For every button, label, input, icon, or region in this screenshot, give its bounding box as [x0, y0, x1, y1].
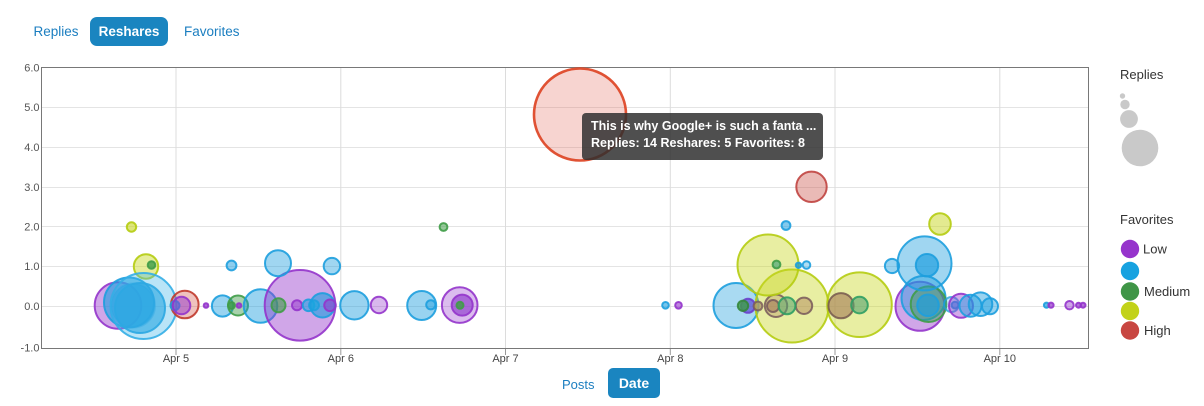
- svg-text:5.0: 5.0: [24, 102, 39, 114]
- svg-text:Apr 6: Apr 6: [328, 353, 354, 365]
- svg-text:Medium: Medium: [1144, 284, 1190, 299]
- svg-text:3.0: 3.0: [24, 182, 39, 194]
- svg-text:4.0: 4.0: [24, 142, 39, 154]
- svg-text:Favorites: Favorites: [1120, 212, 1174, 227]
- svg-text:6.0: 6.0: [24, 63, 39, 75]
- svg-text:2.0: 2.0: [24, 222, 39, 234]
- svg-text:Apr 5: Apr 5: [163, 353, 189, 365]
- svg-text:Apr 7: Apr 7: [492, 353, 518, 365]
- svg-text:High: High: [1144, 323, 1171, 338]
- svg-text:Replies: Replies: [1120, 67, 1164, 82]
- svg-text:Apr 8: Apr 8: [657, 353, 683, 365]
- svg-text:-1.0: -1.0: [21, 343, 40, 355]
- svg-text:Apr 9: Apr 9: [822, 353, 848, 365]
- svg-text:Low: Low: [1143, 242, 1167, 257]
- svg-text:1.0: 1.0: [24, 261, 39, 273]
- svg-text:0.0: 0.0: [24, 301, 39, 313]
- svg-text:Apr 10: Apr 10: [984, 353, 1016, 365]
